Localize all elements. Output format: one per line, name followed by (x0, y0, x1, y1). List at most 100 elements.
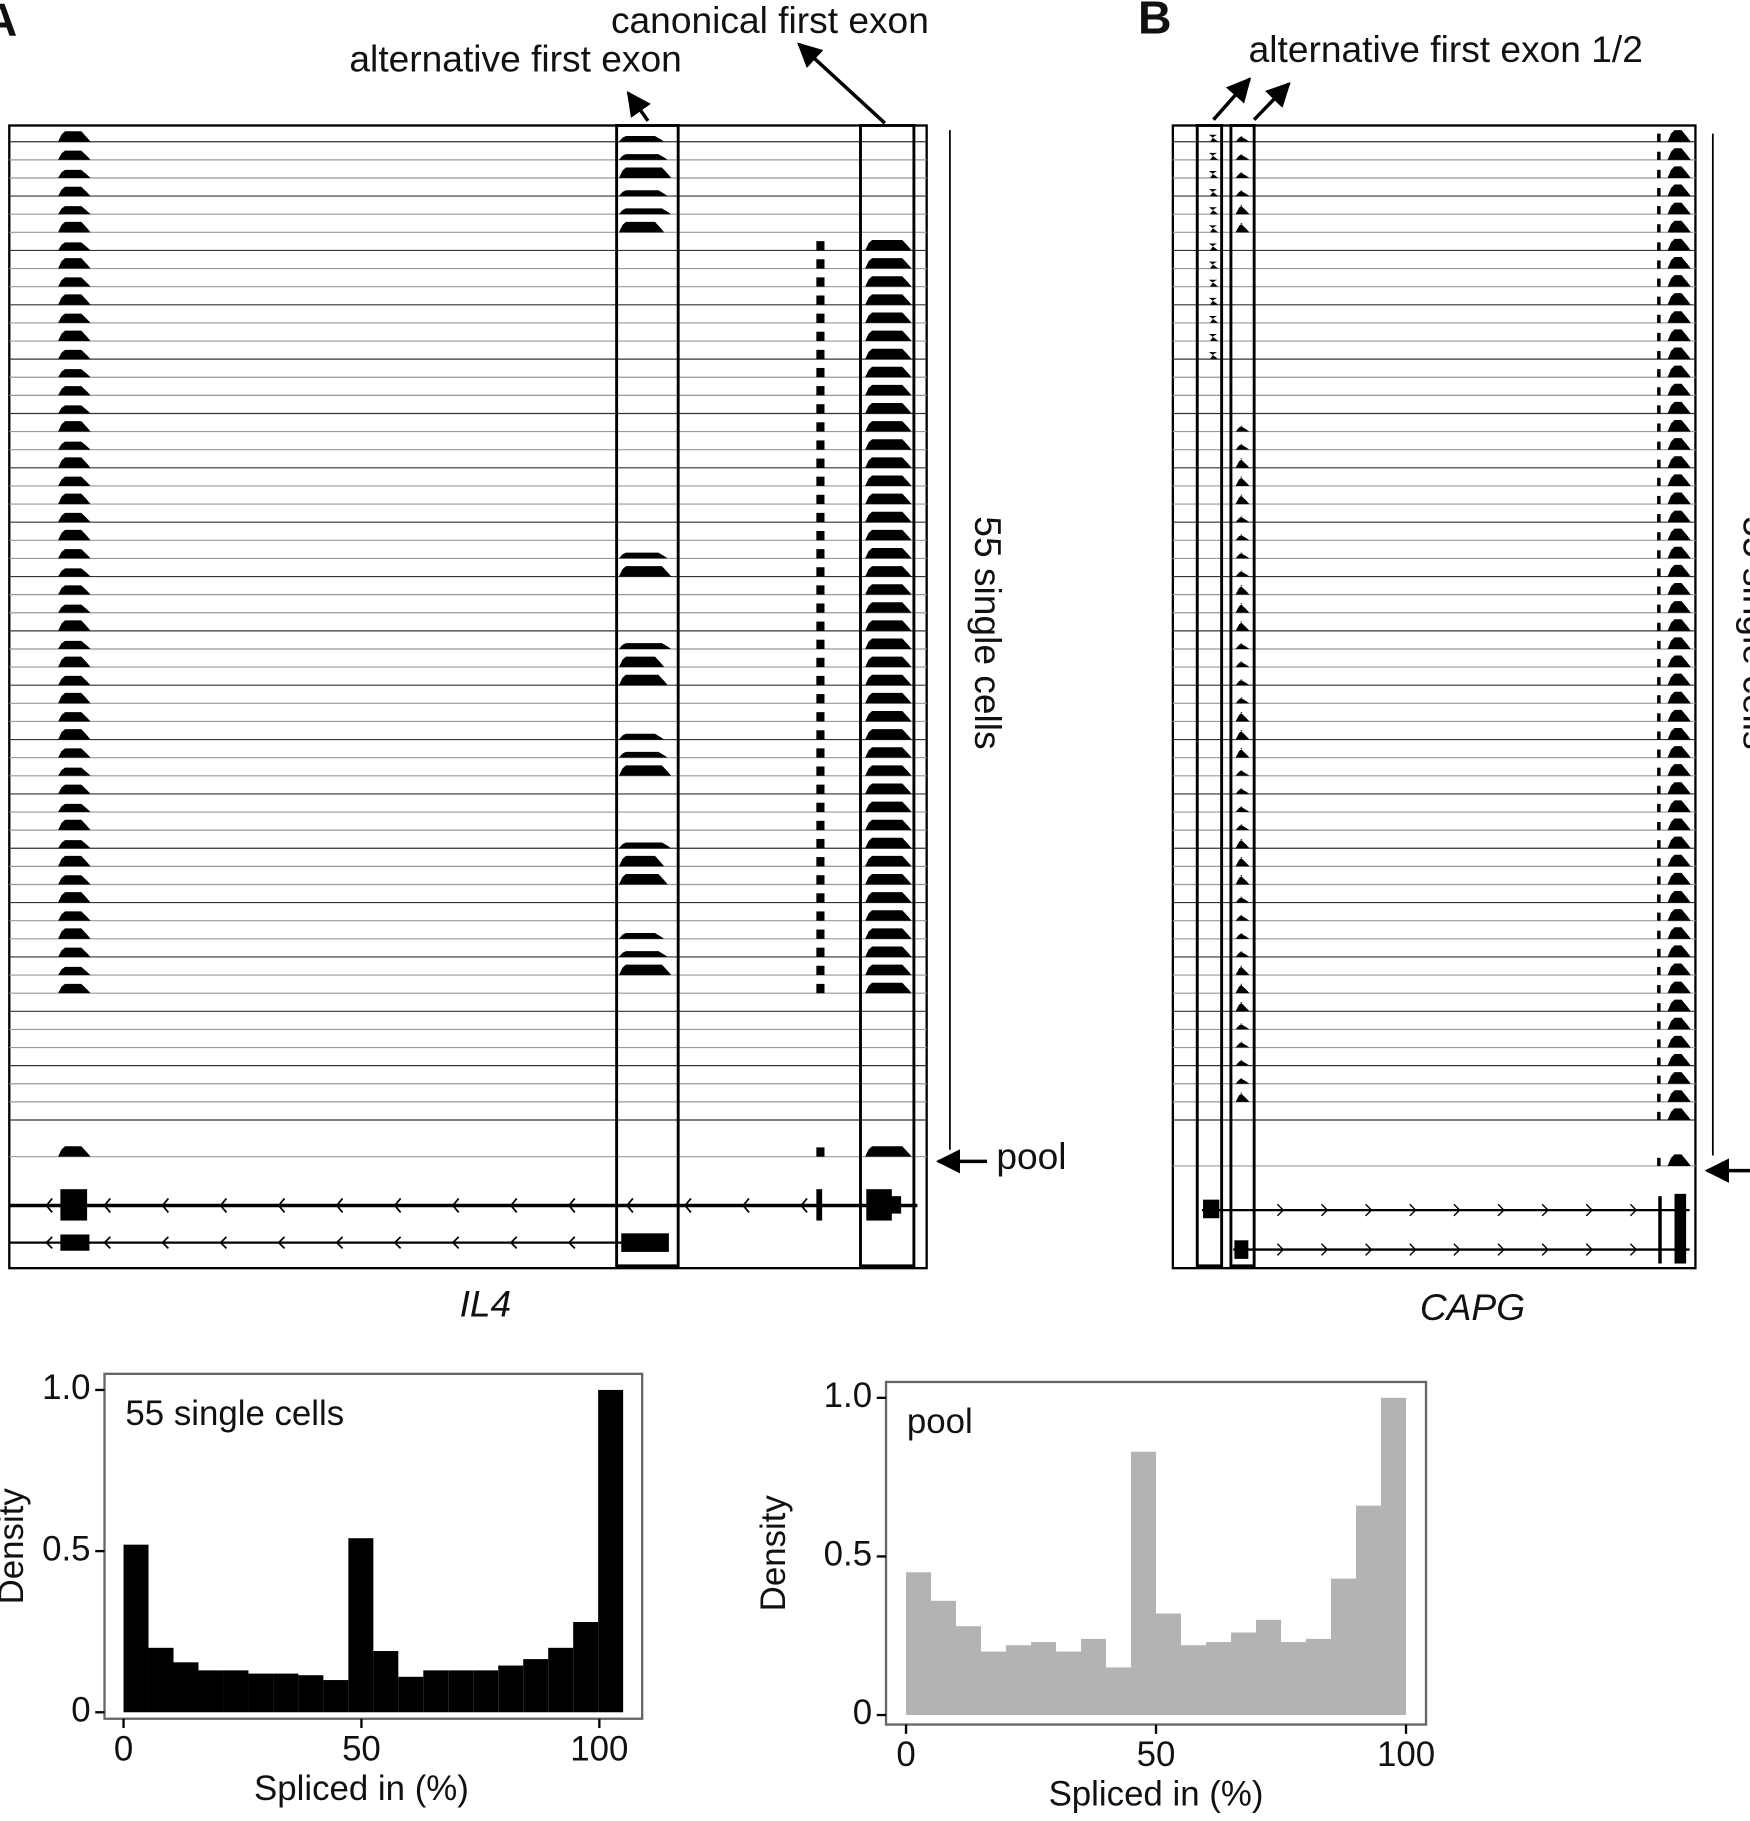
histogram-bar (1281, 1642, 1307, 1716)
coverage-peak (58, 349, 91, 360)
histogram-bar (981, 1651, 1007, 1716)
coverage-peak (1235, 806, 1250, 813)
strand-chevron (1585, 1203, 1594, 1217)
coverage-peak (1667, 836, 1691, 849)
chart-annotation: pool (907, 1402, 973, 1441)
coverage-peak (1667, 184, 1691, 197)
histogram-bar (1056, 1651, 1082, 1716)
coverage-peak (1657, 1039, 1661, 1048)
coverage-peak (865, 892, 912, 903)
coverage-peak (58, 620, 91, 631)
coverage-peak (1667, 909, 1691, 921)
histogram-bar (498, 1665, 524, 1713)
coverage-peak (816, 893, 825, 903)
coverage-peak (1235, 603, 1250, 613)
coverage-peak (1235, 135, 1250, 142)
coverage-peak (1235, 679, 1250, 686)
coverage-peak (1657, 731, 1661, 740)
coverage-peak (1235, 570, 1250, 577)
exon (60, 1234, 90, 1251)
coverage-peak (618, 208, 672, 215)
histogram-bar (448, 1670, 474, 1713)
coverage-peak (1667, 1108, 1691, 1120)
coverage-peak (1657, 568, 1661, 577)
coverage-peak (58, 819, 91, 831)
strand-chevron (742, 1197, 750, 1213)
coverage-peak (58, 855, 91, 867)
coverage-peak (1208, 152, 1219, 160)
histograms: 0 0.5 1.0 0 50 100 Spliced in (%) Density 55 sin… (0, 1368, 1435, 1814)
coverage-peak (1208, 334, 1219, 342)
coverage-peak (1667, 166, 1691, 178)
exon (866, 1189, 892, 1221)
coverage-peak (58, 493, 91, 505)
x-tick-label: 50 (1137, 1735, 1176, 1774)
coverage-peak (816, 712, 825, 722)
coverage-peak (1657, 278, 1661, 287)
coverage-peak (58, 784, 91, 794)
coverage-peak (865, 928, 912, 939)
coverage-peak (1667, 419, 1691, 432)
coverage-peak (1657, 858, 1661, 867)
coverage-peak (58, 386, 91, 396)
coverage-peak (1208, 207, 1219, 215)
coverage-peak (58, 206, 91, 215)
coverage-peak (618, 154, 668, 160)
coverage-peak (865, 239, 912, 251)
strand-chevron (45, 1197, 53, 1213)
x-axis-label: Spliced in (%) (254, 1769, 469, 1808)
coverage-peak (58, 983, 91, 994)
x-tick-label: 50 (342, 1729, 381, 1768)
coverage-peak (58, 1146, 91, 1157)
strand-chevron (393, 1197, 402, 1213)
coverage-peak (1657, 332, 1661, 342)
coverage-peak (1657, 459, 1661, 468)
coverage-peak (865, 348, 912, 360)
coverage-peak (1235, 1041, 1250, 1048)
histogram-bar (1131, 1451, 1157, 1716)
coverage-peak (1667, 220, 1691, 233)
coverage-peak (1657, 224, 1661, 233)
coverage-peak (1667, 945, 1691, 957)
strand-chevron (1629, 1243, 1638, 1256)
coverage-peak (1657, 785, 1661, 794)
gene-label: IL4 (460, 1282, 512, 1324)
coverage-peak (58, 242, 91, 251)
track-frame (1171, 124, 1697, 1270)
coverage-peak (1657, 1021, 1661, 1030)
coverage-peak (1667, 890, 1691, 903)
coverage-peak (1657, 133, 1661, 142)
histogram-bar (1206, 1642, 1232, 1716)
coverage-peak (1667, 1035, 1691, 1048)
histogram-bar (1231, 1632, 1257, 1716)
exon (1234, 1240, 1249, 1259)
strand-chevron (1276, 1203, 1285, 1217)
coverage-peak (816, 386, 825, 396)
coverage-peak (1657, 1111, 1661, 1120)
coverage-peak (1667, 1017, 1691, 1030)
coverage-peak (58, 131, 91, 142)
coverage-peak (1657, 242, 1661, 251)
coverage-peak (865, 964, 912, 976)
strand-chevron (1409, 1203, 1417, 1217)
histogram-bar (523, 1659, 549, 1713)
coverage-peak (1657, 604, 1661, 613)
coverage-peak (865, 258, 912, 269)
coverage-peak (865, 366, 912, 378)
highlight-box (1229, 124, 1256, 1268)
coverage-peak (865, 312, 912, 323)
histogram-bar (298, 1675, 324, 1713)
strand-chevron (1321, 1243, 1329, 1256)
coverage-peak (58, 966, 91, 976)
histogram-bar (173, 1662, 199, 1713)
coverage-peak (1657, 351, 1661, 360)
strand-chevron (103, 1197, 111, 1213)
coverage-peak (1667, 528, 1691, 541)
coverage-peak (58, 421, 91, 432)
coverage-peak (1667, 238, 1691, 251)
highlight-box (859, 124, 916, 1268)
coverage-peak (1657, 912, 1661, 921)
exon (1658, 1196, 1662, 1264)
coverage-peak (1657, 260, 1661, 269)
coverage-peak (1657, 477, 1661, 486)
